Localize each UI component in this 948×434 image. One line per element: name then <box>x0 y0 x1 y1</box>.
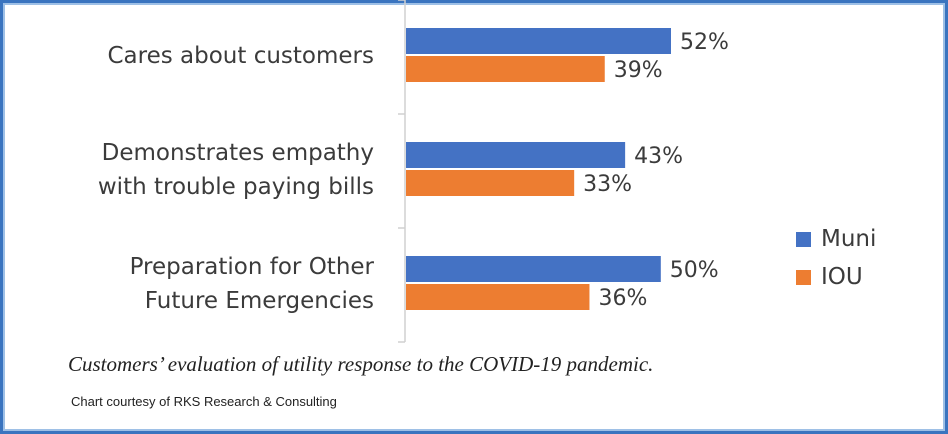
legend-swatch-muni <box>796 231 811 247</box>
category-label-line: Preparation for Other <box>129 254 374 280</box>
legend-swatch-iou <box>796 269 811 285</box>
bar-iou-2 <box>406 170 575 196</box>
category-label-1: Cares about customers <box>34 39 374 73</box>
bar-muni-1 <box>406 28 671 54</box>
category-label-line: Future Emergencies <box>144 288 374 314</box>
legend-label-iou: IOU <box>821 264 863 290</box>
data-label-muni-2: 43% <box>634 144 683 169</box>
chart-credit: Chart courtesy of RKS Research & Consult… <box>71 394 337 409</box>
data-label-iou-3: 36% <box>598 286 647 311</box>
data-label-iou-2: 33% <box>583 172 632 197</box>
data-label-muni-3: 50% <box>670 258 719 283</box>
data-label-muni-1: 52% <box>680 30 729 55</box>
figure-caption: Customers’ evaluation of utility respons… <box>68 352 654 376</box>
legend-item-muni: Muni <box>796 220 876 258</box>
bar-muni-2 <box>406 142 626 168</box>
category-label-2: Demonstrates empathy with trouble paying … <box>34 136 374 204</box>
data-label-iou-1: 39% <box>614 58 663 83</box>
category-label-line: with trouble paying bills <box>97 174 374 200</box>
legend-label-muni: Muni <box>821 226 877 252</box>
legend: Muni IOU <box>796 220 876 296</box>
bar-iou-3 <box>406 284 590 310</box>
bar-iou-1 <box>406 56 605 82</box>
bar-muni-3 <box>406 256 661 282</box>
category-label-line: Cares about customers <box>107 43 374 69</box>
category-label-3: Preparation for Other Future Emergencies <box>34 250 374 318</box>
category-label-line: Demonstrates empathy <box>101 140 374 166</box>
legend-item-iou: IOU <box>796 258 876 296</box>
